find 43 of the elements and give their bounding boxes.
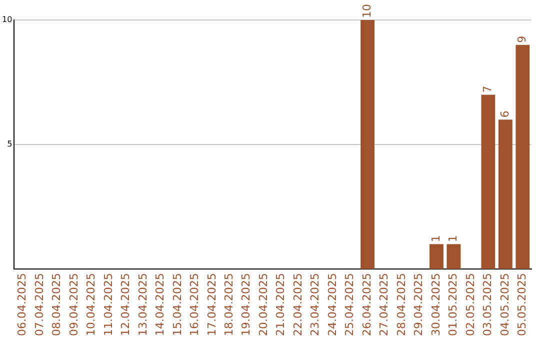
x-tick-label: 12.04.2025 xyxy=(119,273,132,336)
data-label: 6 xyxy=(498,110,512,118)
x-tick-label: 11.04.2025 xyxy=(102,273,115,336)
bar xyxy=(446,244,461,270)
bar xyxy=(481,94,496,270)
x-tick-label: 22.04.2025 xyxy=(291,273,304,336)
x-tick-label: 10.04.2025 xyxy=(84,273,98,336)
x-tick-label: 29.04.2025 xyxy=(412,273,426,336)
x-tick-label: 25.04.2025 xyxy=(343,273,356,336)
x-tick-label: 16.04.2025 xyxy=(188,273,202,336)
x-tick-label: 21.04.2025 xyxy=(274,273,288,336)
x-tick-label: 20.04.2025 xyxy=(256,273,270,336)
x-tick-label: 13.04.2025 xyxy=(136,273,150,336)
x-tick-label: 27.04.2025 xyxy=(378,273,391,336)
data-label: 9 xyxy=(516,36,529,43)
x-tick-label: 24.04.2025 xyxy=(326,273,339,336)
x-tick-label: 19.04.2025 xyxy=(240,273,253,336)
x-tick-label: 14.04.2025 xyxy=(154,273,167,336)
data-label: 10 xyxy=(360,4,374,18)
x-tick-label: 26.04.2025 xyxy=(360,273,374,336)
x-tick-label: 01.05.2025 xyxy=(446,273,460,336)
data-label: 1 xyxy=(429,235,442,242)
x-tick-label: 18.04.2025 xyxy=(222,273,236,336)
x-tick-label: 09.04.2025 xyxy=(67,273,80,336)
data-label: 7 xyxy=(481,86,494,93)
x-tick-label: 04.05.2025 xyxy=(498,273,512,336)
x-tick-label: 08.04.2025 xyxy=(50,273,64,336)
x-tick-label: 28.04.2025 xyxy=(394,273,408,336)
bar xyxy=(516,44,530,270)
bar xyxy=(430,244,444,270)
bar xyxy=(498,120,512,270)
data-label: 1 xyxy=(446,235,460,242)
x-tick-label: 30.04.2025 xyxy=(429,273,442,336)
y-tick-label: 5 xyxy=(7,140,12,149)
x-tick-label: 03.05.2025 xyxy=(481,273,494,336)
x-tick-label: 06.04.2025 xyxy=(16,273,29,336)
x-tick-label: 17.04.2025 xyxy=(205,273,218,336)
bar xyxy=(360,20,374,270)
x-tick-label: 23.04.2025 xyxy=(308,273,322,336)
x-tick-label: 07.04.2025 xyxy=(32,273,46,336)
x-tick-label: 15.04.2025 xyxy=(170,273,184,336)
x-tick-label: 02.05.2025 xyxy=(464,273,477,336)
x-tick-label: 05.05.2025 xyxy=(516,273,529,336)
